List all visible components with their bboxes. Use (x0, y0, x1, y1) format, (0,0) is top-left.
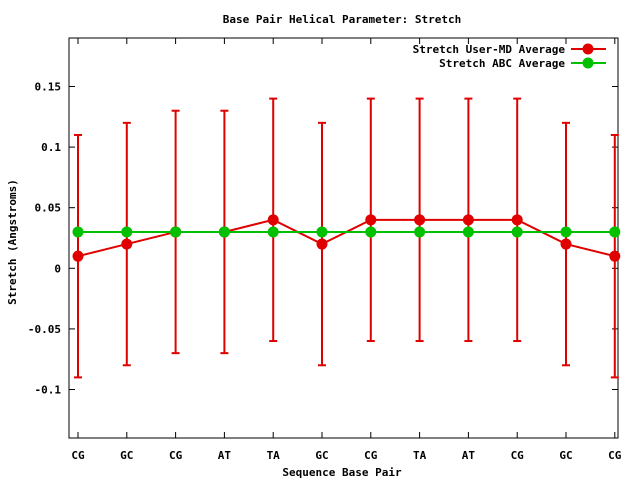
series-line (77, 218, 616, 258)
data-point (462, 226, 474, 238)
y-tick-label: 0 (54, 262, 61, 275)
x-tick-label: CG (608, 449, 622, 462)
data-point (218, 226, 230, 238)
x-tick-label: AT (218, 449, 232, 462)
data-point (414, 214, 426, 226)
x-axis-ticks: CG GC CG AT TA GC CG TA AT CG GC CG (71, 38, 622, 462)
x-tick-label: CG (71, 449, 85, 462)
legend-marker (582, 43, 594, 55)
data-point (267, 226, 279, 238)
y-tick-label: 0.05 (35, 202, 62, 215)
y-tick-label: -0.05 (28, 323, 61, 336)
x-tick-label: CG (511, 449, 525, 462)
series-user-md (72, 97, 621, 379)
y-tick-label: 0.1 (41, 141, 61, 154)
data-point (365, 214, 377, 226)
legend-marker (582, 57, 594, 69)
data-point (72, 250, 84, 262)
x-axis-label: Sequence Base Pair (282, 466, 402, 479)
data-point (511, 214, 523, 226)
x-tick-label: GC (120, 449, 133, 462)
plot-frame (68, 37, 619, 439)
series-layer (72, 97, 621, 379)
x-tick-label: TA (413, 449, 427, 462)
data-point (121, 238, 133, 250)
data-point (72, 226, 84, 238)
x-tick-label: AT (462, 449, 476, 462)
data-point (511, 226, 523, 238)
chart-title: Base Pair Helical Parameter: Stretch (223, 13, 461, 26)
x-tick-label: TA (267, 449, 281, 462)
series-abc (72, 226, 621, 238)
data-point (609, 226, 621, 238)
x-tick-label: GC (559, 449, 572, 462)
data-point (609, 250, 621, 262)
data-point (170, 226, 182, 238)
data-point (462, 214, 474, 226)
data-point (316, 238, 328, 250)
x-tick-label: CG (169, 449, 183, 462)
data-point (560, 238, 572, 250)
data-point (414, 226, 426, 238)
data-point (365, 226, 377, 238)
legend-label: Stretch User-MD Average (413, 43, 566, 56)
data-point (267, 214, 279, 226)
x-tick-label: CG (364, 449, 378, 462)
data-point (121, 226, 133, 238)
x-tick-label: GC (315, 449, 328, 462)
y-tick-label: 0.15 (35, 80, 62, 93)
legend-label: Stretch ABC Average (439, 57, 565, 70)
y-tick-label: -0.1 (35, 384, 62, 397)
y-axis-label: Stretch (Angstroms) (6, 179, 19, 305)
data-point (316, 226, 328, 238)
data-point (560, 226, 572, 238)
